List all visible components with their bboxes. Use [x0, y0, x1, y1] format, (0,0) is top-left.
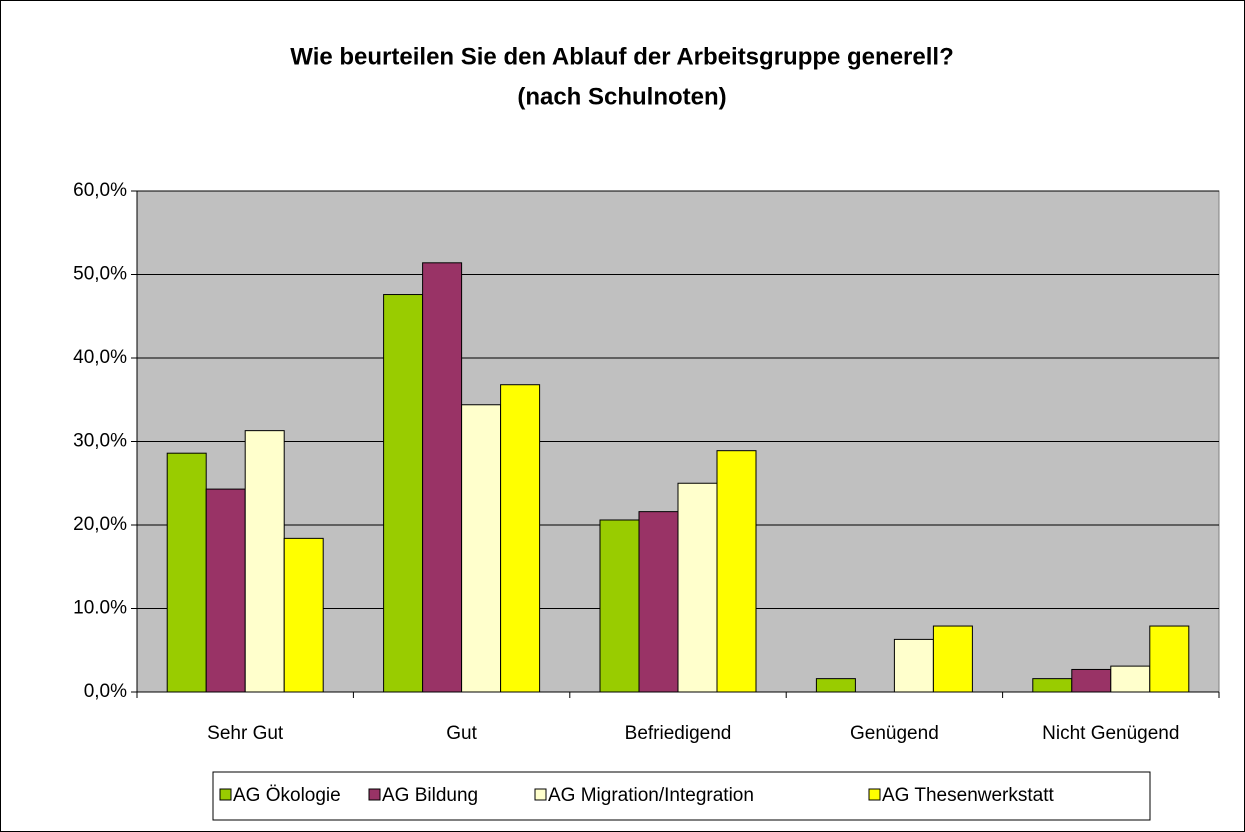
chart-subtitle: (nach Schulnoten)	[517, 83, 726, 110]
legend-label: AG Migration/Integration	[548, 785, 754, 806]
legend-label: AG Thesenwerkstatt	[882, 785, 1055, 806]
bar	[1071, 668, 1112, 693]
y-tick-label: 10.0%	[73, 598, 127, 619]
y-tick-label: 20,0%	[73, 514, 127, 535]
bar	[599, 519, 640, 693]
bar	[1149, 625, 1190, 693]
y-tick-label: 60,0%	[73, 180, 127, 201]
bar	[1110, 665, 1151, 693]
bar	[383, 294, 424, 693]
bar	[932, 625, 973, 693]
bar	[1032, 678, 1073, 693]
bar	[893, 638, 934, 693]
x-tick-label: Sehr Gut	[207, 723, 284, 744]
x-tick-label: Nicht Genügend	[1042, 723, 1179, 744]
bar	[461, 404, 502, 693]
y-tick-label: 30,0%	[73, 431, 127, 452]
legend-label: AG Bildung	[382, 785, 478, 806]
chart-title: Wie beurteilen Sie den Ablauf der Arbeit…	[290, 43, 953, 70]
y-tick-label: 0,0%	[84, 681, 127, 702]
bar	[638, 511, 679, 693]
legend-swatch	[368, 788, 381, 801]
legend-swatch	[219, 788, 232, 801]
bar	[166, 452, 207, 693]
x-tick-label: Genügend	[850, 723, 939, 744]
bar	[422, 262, 463, 693]
bar	[205, 488, 246, 693]
legend-swatch	[868, 788, 881, 801]
bar	[500, 384, 541, 693]
bar	[244, 430, 285, 693]
bar	[815, 678, 856, 693]
y-tick-label: 50,0%	[73, 264, 127, 285]
bar	[283, 537, 324, 693]
bar	[677, 482, 718, 693]
x-tick-label: Befriedigend	[625, 723, 732, 744]
x-tick-label: Gut	[446, 723, 477, 744]
bar	[716, 450, 757, 693]
legend-label: AG Ökologie	[233, 785, 341, 806]
legend-swatch	[534, 788, 547, 801]
y-tick-label: 40,0%	[73, 347, 127, 368]
